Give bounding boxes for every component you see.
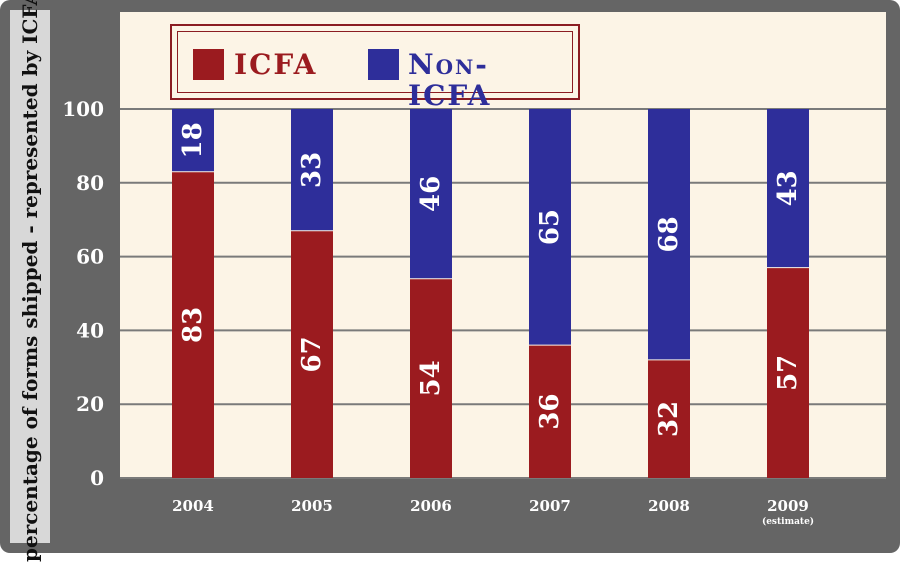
x-tick-note: (estimate) bbox=[762, 516, 814, 527]
bar-icfa-2007 bbox=[529, 345, 571, 478]
data-label-non-icfa-2009: 43 bbox=[773, 170, 803, 206]
y-tick-label: 60 bbox=[76, 245, 104, 269]
bar-non-icfa-2009 bbox=[767, 109, 809, 268]
x-tick-label: 2005 bbox=[291, 497, 333, 515]
x-tick-label: 2006 bbox=[410, 497, 452, 515]
data-label-non-icfa-2007: 65 bbox=[535, 209, 565, 245]
data-label-icfa-2005: 67 bbox=[297, 336, 327, 372]
data-label-icfa-2006: 54 bbox=[416, 360, 446, 396]
bar-non-icfa-2007 bbox=[529, 109, 571, 346]
bar-icfa-2004 bbox=[172, 171, 214, 479]
data-label-non-icfa-2005: 33 bbox=[297, 152, 327, 188]
x-tick-label: 2004 bbox=[172, 497, 214, 515]
legend-swatch-non-icfa bbox=[368, 49, 399, 80]
legend-label-non-icfa: Non-ICFA bbox=[408, 48, 492, 112]
x-tick-label: 2007 bbox=[529, 497, 571, 515]
y-tick-label: 80 bbox=[76, 171, 104, 195]
legend: ICFA Non-ICFA bbox=[170, 24, 580, 111]
data-label-non-icfa-2008: 68 bbox=[654, 216, 684, 252]
bar-non-icfa-2006 bbox=[410, 109, 452, 279]
bar-icfa-2006 bbox=[410, 278, 452, 478]
y-axis-label-panel bbox=[10, 10, 50, 543]
bar-icfa-2008 bbox=[648, 359, 690, 478]
y-tick-label: 100 bbox=[62, 97, 104, 121]
legend-swatch-icfa bbox=[193, 49, 224, 80]
data-label-icfa-2009: 57 bbox=[773, 355, 803, 391]
data-label-icfa-2008: 32 bbox=[654, 401, 684, 437]
y-tick-label: 0 bbox=[90, 466, 104, 490]
bar-icfa-2005 bbox=[291, 230, 333, 478]
x-tick-label: 2009 bbox=[767, 497, 809, 515]
data-label-non-icfa-2006: 46 bbox=[416, 176, 446, 212]
data-label-non-icfa-2004: 18 bbox=[178, 122, 208, 158]
data-label-icfa-2004: 83 bbox=[178, 307, 208, 343]
legend-label-icfa: ICFA bbox=[234, 48, 318, 81]
bar-non-icfa-2008 bbox=[648, 109, 690, 360]
x-tick-label: 2008 bbox=[648, 497, 690, 515]
y-tick-label: 40 bbox=[76, 318, 104, 342]
y-tick-label: 20 bbox=[76, 392, 104, 416]
data-label-icfa-2007: 36 bbox=[535, 393, 565, 429]
bar-icfa-2009 bbox=[767, 267, 809, 478]
bar-non-icfa-2004 bbox=[172, 109, 214, 172]
bar-non-icfa-2005 bbox=[291, 109, 333, 231]
legend-inner-border: ICFA Non-ICFA bbox=[177, 31, 573, 111]
